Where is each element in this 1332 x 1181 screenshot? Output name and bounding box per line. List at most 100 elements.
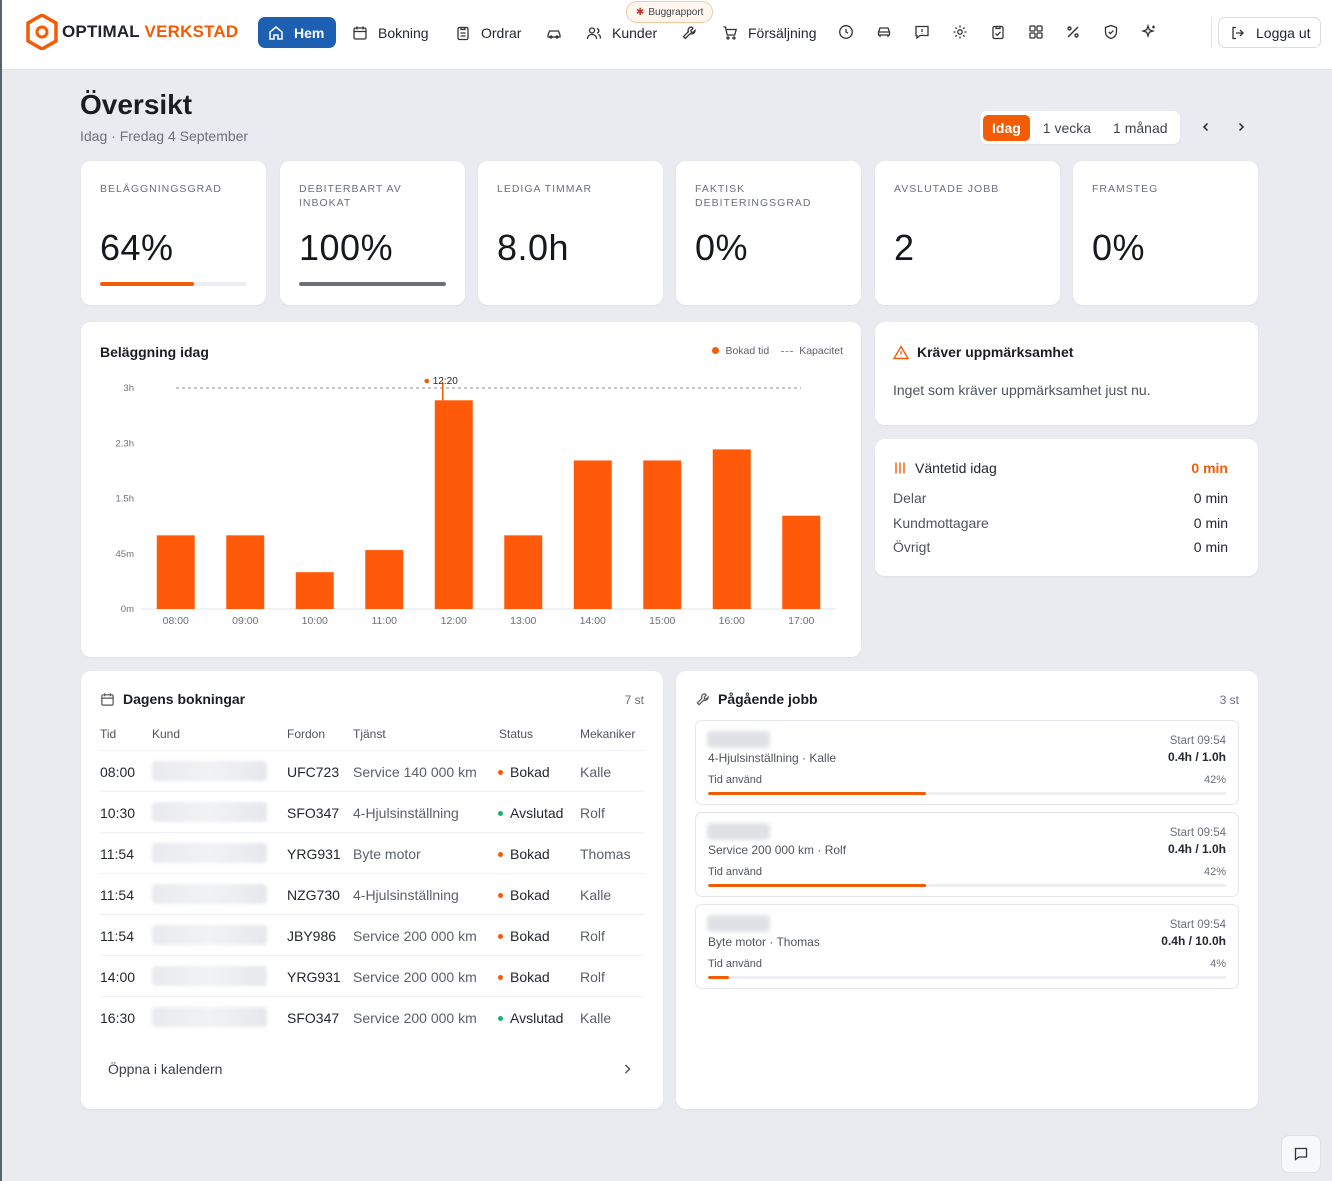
nav-settings[interactable] [951,23,969,41]
range-month[interactable]: 1 månad [1113,119,1168,136]
nav-messages[interactable] [913,23,931,41]
job-card[interactable]: 4-Hjulsinställning · Kalle Start 09:54 0… [695,720,1239,805]
nav-discounts[interactable] [1064,23,1082,41]
nav-ordrar[interactable]: Ordrar [445,17,531,48]
car-icon [547,29,561,39]
chevron-right-icon [1238,122,1245,132]
vehicle-icon [877,27,891,37]
cell-vehicle: SFO347 [287,1010,340,1026]
chevron-left-icon [1202,122,1209,132]
table-row[interactable]: 10:30 SFO347 4-Hjulsinställning Rolf Avsluta… [100,791,644,832]
col-header-status: Status [499,727,534,741]
y-tick-label: 0m [121,604,134,615]
job-percent: 42% [1203,774,1226,786]
nav-apps[interactable] [1027,23,1045,41]
sparkle-icon [1141,24,1155,38]
table-row[interactable]: 11:54 YRG931 Byte motor Thomas Bokad [100,832,644,873]
cell-status: Bokad [498,887,550,903]
wrench-icon [682,25,696,39]
bug-icon: ✱ [636,6,645,18]
table-row[interactable]: 11:54 NZG730 4-Hjulsinställning Kalle Bokad [100,873,644,914]
nav-forsaljning-label: Försäljning [748,24,817,41]
range-today[interactable]: Idag [983,114,1030,141]
table-row[interactable]: 16:30 SFO347 Service 200 000 km Kalle Avslut… [100,996,644,1037]
kpi-progress-bar [299,282,446,286]
status-dot-icon [498,974,503,980]
hexagon-logo-icon [26,14,58,50]
open-calendar-chevron[interactable] [622,1062,632,1080]
logo[interactable]: OPTIMAL VERKSTAD [26,14,238,50]
kpi-label: FRAMSTEG [1092,183,1159,195]
job-card[interactable]: Service 200 000 km · Rolf Start 09:54 0.… [695,812,1239,897]
wait-row-reception: Kundmottagare 0 min [893,515,1228,531]
cell-customer-redacted [152,925,267,945]
nav-fordon[interactable] [536,17,572,48]
cell-customer-redacted [152,966,267,986]
cell-status: Bokad [498,969,550,985]
logout-label: Logga ut [1256,24,1311,41]
wait-time-title: Väntetid idag [893,460,997,476]
kpi-value: 0% [1092,227,1146,268]
nav-home[interactable]: Hem [258,17,337,48]
kpi-label: BELÄGGNINGSGRAD [100,183,222,195]
cell-time: 10:30 [100,805,136,821]
table-row[interactable]: 11:54 JBY986 Service 200 000 km Rolf Bokad [100,914,644,955]
kpi-progress-bar [100,282,247,286]
nav-ordrar-label: Ordrar [481,24,522,41]
job-card[interactable]: Byte motor · Thomas Start 09:54 0.4h / 1… [695,904,1239,989]
nav-bokning[interactable]: Bokning [342,17,439,48]
bug-report-button[interactable]: ✱ Buggrapport [626,1,714,23]
nav-ai[interactable] [1140,23,1158,41]
attention-message: Inget som kräver uppmärksamhet just nu. [893,382,1151,398]
open-calendar-link[interactable]: Öppna i kalendern [108,1061,223,1077]
job-start-time: Start 09:54 [1169,735,1226,747]
legend-dash-icon [781,350,794,352]
cell-customer-redacted [152,802,267,822]
warning-icon [893,344,909,359]
status-label: Bokad [510,969,550,985]
nav-forsaljning[interactable]: Försäljning [712,17,826,48]
cell-status: Bokad [498,928,550,944]
cell-status: Avslutad [498,1010,563,1026]
logo-text-primary: OPTIMAL [62,22,140,41]
ongoing-jobs-title: Pågående jobb [695,691,818,707]
percent-icon [1067,26,1079,38]
logout-icon [1232,26,1244,39]
nav-security[interactable] [1102,23,1120,41]
x-tick-label: 13:00 [510,615,536,627]
wait-row-other: Övrigt 0 min [893,539,1228,555]
range-week[interactable]: 1 vecka [1042,119,1092,136]
chat-button[interactable] [1281,1135,1321,1173]
attention-title-label: Kräver uppmärksamhet [917,344,1074,360]
hourglass-icon [895,462,905,474]
table-row[interactable]: 14:00 YRG931 Service 200 000 km Rolf Bokad [100,955,644,996]
nav-verkstad[interactable] [671,17,707,48]
status-dot-icon [498,769,503,775]
status-label: Bokad [510,846,550,862]
job-percent: 42% [1203,866,1226,878]
nav-kunder[interactable]: Kunder [576,17,667,48]
cell-service: Service 140 000 km [353,764,477,780]
wait-row-value: 0 min [1193,539,1228,555]
kpi-card-occupancy: BELÄGGNINGSGRAD 64% [81,161,266,305]
previous-period-button[interactable] [1196,117,1216,137]
kpi-value: 8.0h [497,227,570,268]
logout-button[interactable]: Logga ut [1218,17,1321,48]
nav-clock[interactable] [837,23,855,41]
cell-mechanic: Kalle [580,1010,612,1026]
y-tick-label: 2.3h [116,438,135,449]
cell-time: 14:00 [100,969,136,985]
table-row[interactable]: 08:00 UFC723 Service 140 000 km Kalle Bokad [100,750,644,791]
status-dot-icon [498,892,503,898]
cell-mechanic: Rolf [580,928,605,944]
job-progress-fill [708,976,729,979]
next-period-button[interactable] [1231,117,1251,137]
x-tick-label: 09:00 [232,615,258,627]
nav-checklist[interactable] [989,23,1007,41]
cell-time: 11:54 [100,846,134,862]
nav-vehicle[interactable] [875,23,893,41]
status-dot-icon [498,851,503,857]
nav-kunder-label: Kunder [612,24,658,41]
x-tick-label: 08:00 [163,615,189,627]
x-tick-label: 12:00 [441,615,467,627]
